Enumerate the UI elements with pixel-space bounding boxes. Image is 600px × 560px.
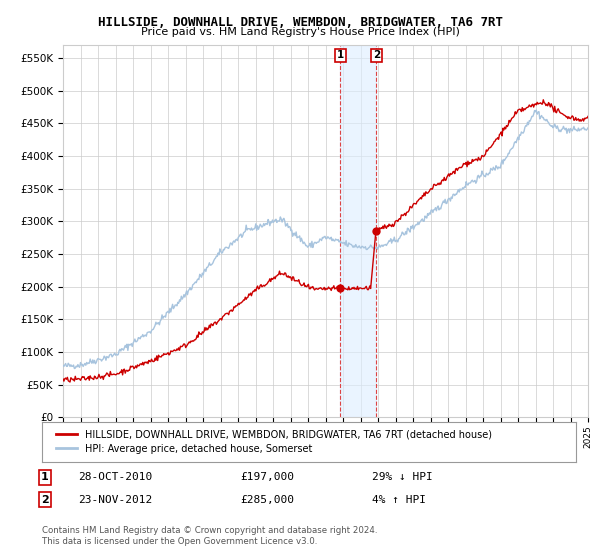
Bar: [340, 45, 376, 417]
Text: Price paid vs. HM Land Registry's House Price Index (HPI): Price paid vs. HM Land Registry's House …: [140, 27, 460, 37]
Text: HILLSIDE, DOWNHALL DRIVE, WEMBDON, BRIDGWATER, TA6 7RT: HILLSIDE, DOWNHALL DRIVE, WEMBDON, BRIDG…: [97, 16, 503, 29]
Text: 4% ↑ HPI: 4% ↑ HPI: [372, 494, 426, 505]
Text: 1: 1: [41, 472, 49, 482]
Text: 23-NOV-2012: 23-NOV-2012: [78, 494, 152, 505]
Text: £285,000: £285,000: [240, 494, 294, 505]
Text: 28-OCT-2010: 28-OCT-2010: [78, 472, 152, 482]
Text: Contains HM Land Registry data © Crown copyright and database right 2024.
This d: Contains HM Land Registry data © Crown c…: [42, 526, 377, 546]
Legend: HILLSIDE, DOWNHALL DRIVE, WEMBDON, BRIDGWATER, TA6 7RT (detached house), HPI: Av: HILLSIDE, DOWNHALL DRIVE, WEMBDON, BRIDG…: [52, 426, 496, 458]
Text: 2: 2: [373, 50, 380, 60]
Text: £197,000: £197,000: [240, 472, 294, 482]
Text: 1: 1: [337, 50, 344, 60]
Text: 29% ↓ HPI: 29% ↓ HPI: [372, 472, 433, 482]
Text: 2: 2: [41, 494, 49, 505]
